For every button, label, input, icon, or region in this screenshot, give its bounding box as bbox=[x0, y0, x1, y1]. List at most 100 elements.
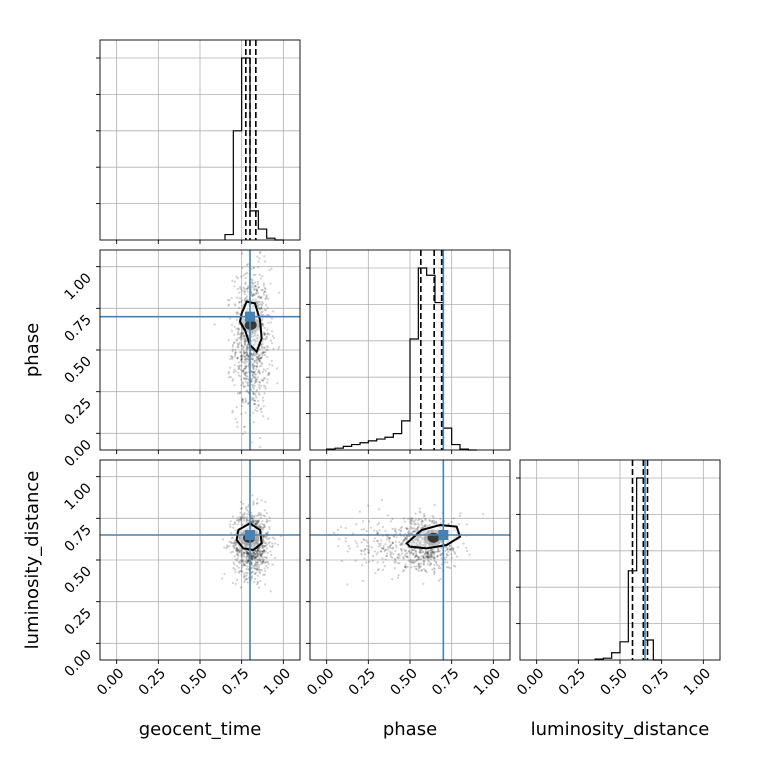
sample-point bbox=[388, 540, 391, 543]
sample-point bbox=[422, 554, 425, 557]
sample-point bbox=[256, 289, 259, 293]
sample-point bbox=[241, 559, 244, 562]
sample-point bbox=[410, 522, 413, 525]
sample-point bbox=[409, 558, 412, 561]
sample-point bbox=[262, 331, 265, 334]
sample-point bbox=[404, 549, 408, 552]
sample-point bbox=[250, 293, 253, 296]
sample-point bbox=[388, 544, 392, 548]
sample-point bbox=[231, 536, 234, 539]
sample-point bbox=[258, 525, 261, 528]
sample-point bbox=[260, 356, 263, 360]
sample-point bbox=[409, 519, 412, 522]
sample-point bbox=[397, 552, 400, 556]
sample-point bbox=[260, 300, 264, 304]
sample-point bbox=[241, 570, 244, 573]
sample-point bbox=[417, 558, 420, 561]
sample-point bbox=[418, 524, 421, 527]
sample-point bbox=[260, 552, 263, 555]
sample-point bbox=[440, 552, 443, 556]
sample-point bbox=[444, 546, 447, 549]
sample-point bbox=[264, 287, 267, 291]
sample-point bbox=[250, 377, 253, 380]
x-tick-label: 0.00 bbox=[304, 666, 337, 699]
sample-point bbox=[250, 576, 254, 580]
sample-point bbox=[257, 358, 260, 361]
sample-point bbox=[257, 586, 260, 589]
sample-point bbox=[262, 291, 265, 294]
sample-point bbox=[399, 543, 402, 546]
sample-point bbox=[254, 284, 257, 288]
sample-point bbox=[237, 520, 240, 523]
sample-point bbox=[244, 357, 247, 360]
sample-point bbox=[233, 363, 236, 367]
sample-point bbox=[386, 546, 390, 549]
sample-point bbox=[397, 528, 401, 531]
sample-point bbox=[420, 569, 423, 572]
sample-point bbox=[252, 391, 255, 394]
sample-point bbox=[394, 529, 397, 532]
sample-point bbox=[239, 586, 243, 589]
sample-point bbox=[242, 351, 245, 354]
sample-point bbox=[243, 336, 247, 339]
sample-point bbox=[244, 367, 247, 370]
sample-point bbox=[411, 530, 415, 533]
sample-point bbox=[433, 504, 436, 507]
sample-point bbox=[244, 366, 247, 369]
sample-point bbox=[468, 553, 471, 556]
sample-point bbox=[231, 343, 235, 347]
sample-point bbox=[400, 548, 403, 551]
sample-point bbox=[240, 358, 243, 361]
sample-point bbox=[244, 377, 248, 380]
sample-point bbox=[258, 353, 261, 357]
sample-point bbox=[242, 369, 245, 372]
sample-point bbox=[241, 398, 244, 401]
sample-point bbox=[243, 343, 247, 347]
sample-point bbox=[241, 522, 244, 525]
sample-point bbox=[238, 341, 241, 344]
sample-point bbox=[243, 551, 246, 554]
sample-point bbox=[253, 360, 256, 363]
sample-point bbox=[243, 513, 246, 516]
sample-point bbox=[258, 257, 261, 260]
sample-point bbox=[257, 286, 260, 289]
sample-point bbox=[421, 520, 424, 523]
sample-point bbox=[432, 555, 435, 558]
sample-point bbox=[434, 556, 437, 559]
sample-point bbox=[259, 343, 263, 346]
sample-point bbox=[256, 554, 259, 557]
sample-point bbox=[384, 558, 387, 561]
sample-point bbox=[405, 526, 408, 530]
sample-point bbox=[403, 548, 406, 551]
sample-point bbox=[265, 348, 268, 352]
sample-point bbox=[250, 517, 253, 520]
sample-point bbox=[255, 292, 258, 295]
sample-point bbox=[264, 541, 268, 545]
sample-point bbox=[241, 556, 244, 559]
sample-point bbox=[243, 298, 246, 302]
sample-point bbox=[445, 566, 448, 569]
sample-point bbox=[239, 285, 242, 289]
sample-point bbox=[377, 545, 380, 548]
sample-point bbox=[233, 383, 236, 387]
sample-point bbox=[273, 537, 276, 540]
sample-point bbox=[263, 509, 266, 512]
sample-point bbox=[239, 334, 243, 337]
sample-point bbox=[261, 560, 265, 563]
sample-point bbox=[251, 375, 255, 378]
sample-point bbox=[240, 553, 243, 556]
sample-point bbox=[417, 569, 420, 573]
sample-point bbox=[414, 549, 417, 553]
sample-point bbox=[255, 514, 258, 517]
sample-point bbox=[400, 526, 404, 529]
sample-point bbox=[246, 559, 250, 563]
sample-point bbox=[245, 558, 249, 561]
sample-point bbox=[407, 530, 410, 533]
sample-point bbox=[402, 539, 406, 542]
sample-point bbox=[430, 555, 433, 559]
sample-point bbox=[231, 348, 234, 351]
sample-point bbox=[250, 278, 253, 281]
sample-point bbox=[262, 399, 265, 402]
sample-point bbox=[236, 342, 239, 345]
sample-point bbox=[238, 364, 241, 367]
